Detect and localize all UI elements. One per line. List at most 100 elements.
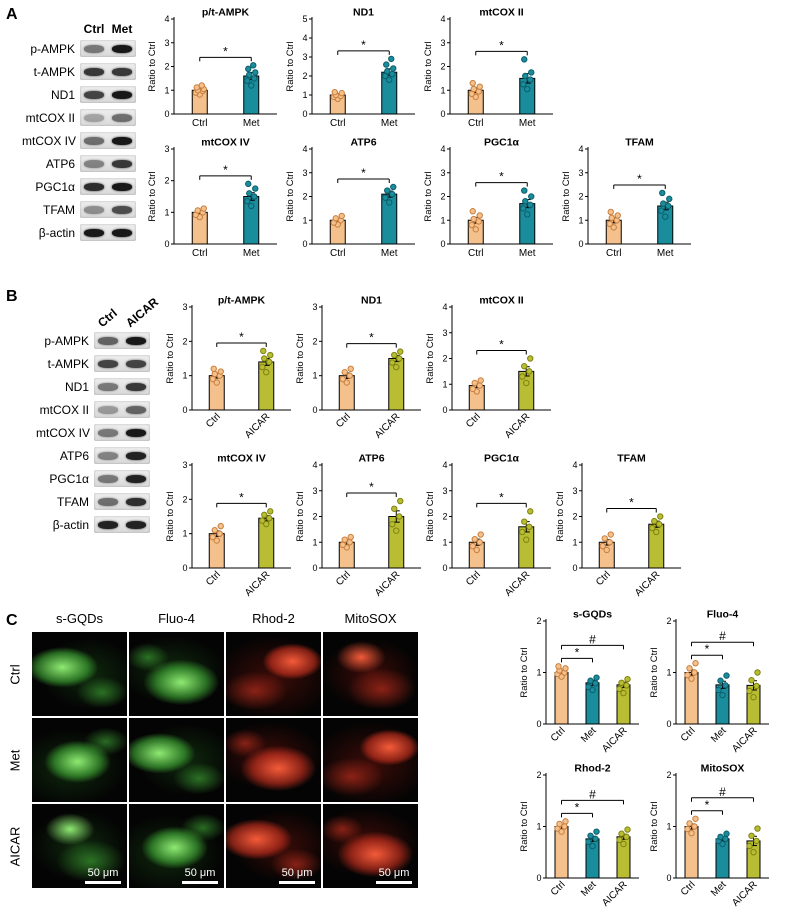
svg-text:0: 0 [440,239,445,249]
blot-strip [80,224,136,241]
blot-strip [80,86,136,103]
chart-a-atp6: ATP6 Ratio to Ctrl 0 1 2 3 4 Ctrl Met * [285,136,418,260]
svg-text:Ratio to Ctrl: Ratio to Ctrl [166,491,176,541]
blot-protein-label: ATP6 [45,156,75,171]
microscopy-row-label: Ctrl [7,663,23,685]
blot-strip [80,40,136,57]
svg-text:*: * [223,163,228,177]
chart-c-mitosox: MitoSOX Ratio to Ctrl 0 1 2 Ctrl Met AICAR * # [649,762,772,914]
svg-text:1: 1 [312,537,317,547]
svg-text:Met: Met [381,248,398,259]
blot-protein-label: TFAM [57,494,89,509]
chart-b-nd1: ND1 Ratio to Ctrl 0 1 2 3 Ctrl AICAR * [295,294,424,446]
scale-bar-label: 50 μm [184,867,216,879]
svg-text:3: 3 [440,38,445,48]
svg-text:AICAR: AICAR [373,569,402,598]
svg-text:AICAR: AICAR [600,725,629,754]
svg-text:mtCOX II: mtCOX II [479,295,523,307]
svg-text:MitoSOX: MitoSOX [701,763,745,775]
scale-bar: 50 μm [85,867,121,884]
svg-text:ATP6: ATP6 [350,137,376,149]
svg-text:Ratio to Ctrl: Ratio to Ctrl [296,491,306,541]
svg-text:Met: Met [381,118,398,129]
svg-text:Ctrl: Ctrl [679,725,698,744]
svg-text:4: 4 [442,460,447,470]
protein-band [126,336,146,345]
svg-text:1: 1 [442,537,447,547]
svg-text:Met: Met [709,725,729,745]
svg-text:#: # [719,785,726,799]
protein-band [84,159,104,168]
svg-text:2: 2 [572,512,577,522]
blot-strip [94,378,150,395]
protein-band [98,336,118,345]
scale-bar-line [182,881,218,884]
svg-text:3: 3 [302,52,307,62]
svg-text:0: 0 [442,405,447,415]
protein-band [84,205,104,214]
svg-text:Ratio to Ctrl: Ratio to Ctrl [286,41,296,91]
svg-text:*: * [499,338,504,352]
svg-text:2: 2 [302,71,307,81]
svg-text:1: 1 [302,215,307,225]
blot-strip [80,132,136,149]
svg-text:2: 2 [164,176,169,186]
protein-band [126,497,146,506]
protein-band [84,136,104,145]
micrograph-ctrl-sgqds [32,632,127,716]
protein-band [98,497,118,506]
svg-text:1: 1 [572,537,577,547]
svg-text:Ratio to Ctrl: Ratio to Ctrl [296,333,306,383]
microscopy-row-label: AICAR [7,826,23,866]
blot-row: PGC1α [22,178,136,195]
protein-band [84,90,104,99]
micrograph-met-sgqds [32,718,127,802]
protein-band [98,382,118,391]
svg-text:Ratio to Ctrl: Ratio to Ctrl [424,171,434,221]
blot-a-rows: p-AMPK t-AMPK ND1 mtCOX II mtCOX IV ATP6 PGC1α… [22,40,136,241]
protein-band [112,136,132,145]
svg-text:2: 2 [312,336,317,346]
protein-band [126,428,146,437]
protein-band [126,451,146,460]
blot-b-lane-headers: Ctrl AICAR [36,295,161,332]
scale-bar-line [376,881,412,884]
svg-text:Ctrl: Ctrl [468,248,484,259]
svg-text:*: * [575,800,580,814]
svg-text:Ctrl: Ctrl [594,569,613,588]
blot-protein-label: ND1 [50,87,75,102]
panel-b-label: B [6,288,18,305]
protein-band [126,474,146,483]
svg-text:4: 4 [578,144,583,154]
scale-bar-label: 50 μm [281,867,313,879]
svg-text:1: 1 [666,668,671,678]
blot-lane-label: AICAR [123,294,162,330]
blot-strip [94,401,150,418]
svg-text:Ratio to Ctrl: Ratio to Ctrl [562,171,572,221]
svg-text:1: 1 [302,90,307,100]
svg-text:p/t-AMPK: p/t-AMPK [202,7,250,19]
blot-protein-label: p-AMPK [44,333,89,348]
western-blot-panel-b: Ctrl AICAR p-AMPK t-AMPK ND1 mtCOX II mtCOX I… [36,295,161,539]
svg-text:4: 4 [440,144,445,154]
scale-bar-line [279,881,315,884]
svg-text:Ctrl: Ctrl [679,879,698,898]
svg-text:2: 2 [578,192,583,202]
svg-text:0: 0 [666,873,671,883]
svg-text:2: 2 [442,512,447,522]
chart-a-pt-ampk: p/t-AMPK Ratio to Ctrl 0 1 2 3 4 Ctrl Met * [147,6,280,130]
svg-text:5: 5 [302,14,307,24]
svg-text:Ctrl: Ctrl [464,569,483,588]
svg-text:Ctrl: Ctrl [192,118,208,129]
svg-text:1: 1 [182,529,187,539]
blot-protein-label: mtCOX II [39,402,89,417]
protein-band [112,67,132,76]
svg-text:2: 2 [182,494,187,504]
scale-bar: 50 μm [279,867,315,884]
svg-text:3: 3 [440,168,445,178]
micrograph-aicar-sgqds: 50 μm [32,804,127,888]
panel-a-label: A [6,6,18,23]
blot-strip [80,178,136,195]
svg-text:1: 1 [312,371,317,381]
blot-protein-label: ND1 [64,379,89,394]
